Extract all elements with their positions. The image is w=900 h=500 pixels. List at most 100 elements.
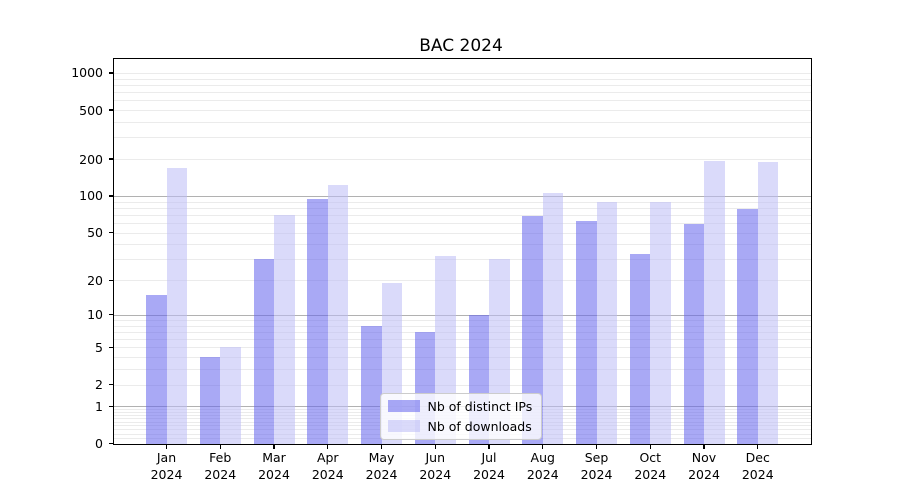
bar-downloads xyxy=(327,184,349,444)
x-tick-month: Aug xyxy=(530,450,555,465)
x-tick-year: 2024 xyxy=(634,466,667,482)
gridline-minor xyxy=(113,325,811,327)
legend-item-downloads: Nb of downloads xyxy=(387,418,533,434)
y-tick-label: 5 xyxy=(95,339,103,355)
x-tick-label: Feb 2024 xyxy=(188,450,252,483)
gridline-minor xyxy=(113,92,811,94)
gridline-major xyxy=(113,314,811,316)
gridline-minor xyxy=(113,280,811,282)
x-tick-year: 2024 xyxy=(741,466,774,482)
x-tick-mark xyxy=(380,444,383,449)
x-tick-month: Apr xyxy=(316,450,339,465)
y-tick-label: 2 xyxy=(95,377,103,393)
x-tick-month: Nov xyxy=(691,450,717,465)
x-tick-mark xyxy=(595,444,598,449)
bar-distinct-ips xyxy=(199,357,221,444)
gridline-minor xyxy=(113,84,811,86)
gridline-minor xyxy=(113,384,811,386)
x-tick-year: 2024 xyxy=(204,466,237,482)
x-tick-year: 2024 xyxy=(473,466,505,482)
x-tick-month: Feb xyxy=(209,450,232,465)
bar-distinct-ips xyxy=(576,221,597,444)
gridline-minor xyxy=(113,331,811,333)
y-tick-mark xyxy=(108,195,113,197)
x-tick-month: Sep xyxy=(584,450,609,465)
x-tick-year: 2024 xyxy=(311,466,344,482)
bar-downloads xyxy=(542,193,564,444)
gridline-minor xyxy=(113,137,811,139)
bar-distinct-ips xyxy=(522,215,543,444)
x-tick-label: Jul 2024 xyxy=(457,450,521,483)
bar-distinct-ips xyxy=(253,259,274,444)
x-tick-year: 2024 xyxy=(419,466,452,482)
y-tick-label: 20 xyxy=(87,272,103,288)
x-tick-year: 2024 xyxy=(365,466,398,482)
x-tick-label: Jan 2024 xyxy=(135,450,199,483)
x-tick-mark xyxy=(649,444,651,449)
legend-swatch-distinct-ips xyxy=(387,400,420,412)
y-tick-label: 1000 xyxy=(71,65,103,81)
gridline-minor xyxy=(113,244,811,246)
y-tick-mark xyxy=(108,346,113,348)
legend-item-distinct-ips: Nb of distinct IPs xyxy=(387,398,533,414)
x-tick-year: 2024 xyxy=(688,466,720,482)
legend-label-distinct-ips: Nb of distinct IPs xyxy=(427,398,533,414)
x-tick-month: Dec xyxy=(745,450,770,465)
x-tick-month: Jun xyxy=(425,450,446,465)
x-tick-month: Jul xyxy=(481,450,497,465)
bar-downloads xyxy=(166,168,187,444)
legend: Nb of distinct IPs Nb of downloads xyxy=(379,392,543,440)
x-tick-label: Oct 2024 xyxy=(618,450,682,483)
legend-swatch-downloads xyxy=(387,420,420,432)
x-tick-label: Apr 2024 xyxy=(296,450,360,483)
bar-distinct-ips xyxy=(146,294,167,444)
x-tick-label: Dec 2024 xyxy=(726,450,790,483)
gridline-minor xyxy=(113,357,811,359)
x-tick-mark xyxy=(542,444,544,449)
gridline-minor xyxy=(113,159,811,161)
y-tick-mark xyxy=(108,72,113,74)
x-tick-year: 2024 xyxy=(258,466,290,482)
x-tick-month: May xyxy=(368,450,395,465)
gridline-minor xyxy=(113,320,811,321)
x-tick-label: Nov 2024 xyxy=(672,450,736,483)
gridline-minor xyxy=(113,339,811,341)
bar-downloads xyxy=(220,347,241,444)
y-tick-label: 50 xyxy=(87,225,103,241)
y-tick-mark xyxy=(108,314,113,316)
gridline-minor xyxy=(113,72,811,74)
bar-distinct-ips xyxy=(361,325,382,444)
x-tick-label: Aug 2024 xyxy=(511,450,575,483)
y-tick-label: 100 xyxy=(79,188,103,204)
x-tick-month: Jan xyxy=(156,450,177,465)
y-tick-mark xyxy=(108,109,113,111)
y-tick-mark xyxy=(108,405,113,407)
gridline-minor xyxy=(113,201,811,203)
bar-downloads xyxy=(757,162,779,444)
gridline-minor xyxy=(113,207,811,209)
gridline-minor xyxy=(113,259,811,261)
y-tick-mark xyxy=(108,383,113,386)
bar-downloads xyxy=(704,161,725,444)
x-tick-mark xyxy=(165,444,168,449)
legend-label-downloads: Nb of downloads xyxy=(427,418,532,434)
y-tick-label: 0 xyxy=(95,436,103,451)
y-tick-label: 500 xyxy=(79,102,103,118)
plot-area: Nb of distinct IPs Nb of downloads xyxy=(112,57,812,445)
y-tick-mark xyxy=(108,232,113,234)
y-tick-label: 10 xyxy=(87,307,103,323)
y-tick-mark xyxy=(108,158,113,160)
bar-downloads xyxy=(650,202,671,444)
gridline-minor xyxy=(113,214,811,216)
x-tick-label: Mar 2024 xyxy=(242,450,306,483)
gridline-minor xyxy=(113,100,811,102)
gridline-minor xyxy=(113,122,811,123)
x-tick-year: 2024 xyxy=(580,466,613,482)
chart-title: BAC 2024 xyxy=(419,36,503,56)
y-tick-mark xyxy=(108,279,113,281)
x-tick-mark xyxy=(434,444,436,449)
gridline-minor xyxy=(113,369,811,371)
gridline-major xyxy=(113,195,811,197)
x-tick-label: May 2024 xyxy=(350,450,414,483)
